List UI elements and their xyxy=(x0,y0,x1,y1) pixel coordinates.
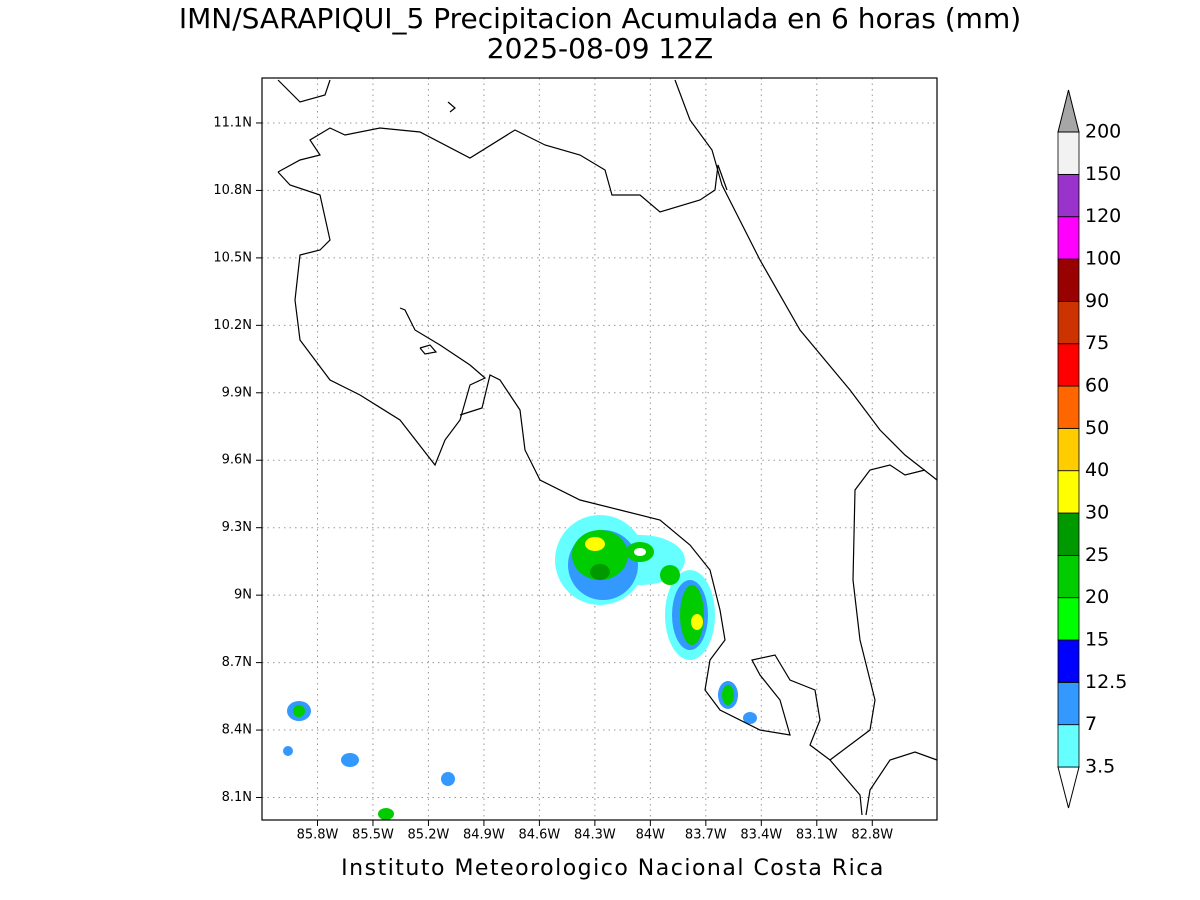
y-tick-label: 10.8N xyxy=(213,183,252,198)
y-tick-label: 10.2N xyxy=(213,318,252,333)
colorbar-bin xyxy=(1057,385,1080,429)
x-tick-label: 83.1W xyxy=(796,828,838,843)
subtitle: 2025-08-09 12Z xyxy=(487,32,713,65)
colorbar-bin xyxy=(1057,639,1080,683)
x-tick-label: 85.2W xyxy=(408,828,450,843)
colorbar-label: 3.5 xyxy=(1085,756,1115,778)
x-tick-label: 84.6W xyxy=(518,828,560,843)
colorbar-label: 60 xyxy=(1085,375,1109,397)
colorbar-label: 30 xyxy=(1085,502,1109,524)
colorbar: 3.5 7 12.5 15 20 25 30 40 50 60 75 90 100 120 150 200 xyxy=(1057,89,1127,809)
y-tick-label: 11.1N xyxy=(213,115,252,130)
colorbar-bin xyxy=(1057,131,1080,175)
colorbar-label: 50 xyxy=(1085,417,1109,439)
colorbar-over xyxy=(1057,89,1080,133)
colorbar-bin xyxy=(1057,470,1080,514)
x-tick-label: 84.9W xyxy=(463,828,505,843)
colorbar-label: 75 xyxy=(1085,332,1109,354)
colorbar-bin xyxy=(1057,300,1080,345)
colorbar-bin xyxy=(1057,173,1080,218)
y-tick-label: 8.4N xyxy=(222,723,252,738)
colorbar-label: 150 xyxy=(1085,163,1121,185)
colorbar-label: 90 xyxy=(1085,290,1109,312)
colorbar-bin xyxy=(1057,427,1080,472)
colorbar-bin xyxy=(1057,258,1080,302)
colorbar-label: 20 xyxy=(1085,586,1109,608)
colorbar-label: 15 xyxy=(1085,629,1109,651)
x-tick-label: 84.3W xyxy=(574,828,616,843)
colorbar-bin xyxy=(1057,216,1080,260)
grid xyxy=(262,78,937,820)
colorbar-label: 25 xyxy=(1085,544,1109,566)
precipitation-fields xyxy=(283,515,757,820)
y-tick-label: 8.1N xyxy=(222,790,252,805)
x-tick-label: 84W xyxy=(636,828,666,843)
x-tick-label: 83.4W xyxy=(740,828,782,843)
x-tick-label: 85.8W xyxy=(297,828,339,843)
colorbar-bin xyxy=(1057,597,1080,641)
y-tick-label: 9N xyxy=(234,588,252,603)
colorbar-bin xyxy=(1057,681,1080,726)
footer: Instituto Meteorologico Nacional Costa R… xyxy=(341,856,885,881)
colorbar-bin xyxy=(1057,343,1080,387)
colorbar-bin xyxy=(1057,512,1080,556)
colorbar-bin xyxy=(1057,724,1080,768)
colorbar-label: 100 xyxy=(1085,248,1121,270)
colorbar-label: 12.5 xyxy=(1085,671,1127,693)
y-tick-label: 9.3N xyxy=(222,520,252,535)
x-tick-label: 82.8W xyxy=(851,828,893,843)
colorbar-bin xyxy=(1057,554,1080,599)
y-tick-label: 8.7N xyxy=(222,655,252,670)
y-tick-label: 10.5N xyxy=(213,250,252,265)
x-tick-label: 85.5W xyxy=(352,828,394,843)
title: IMN/SARAPIQUI_5 Precipitacion Acumulada … xyxy=(179,2,1021,35)
colorbar-label: 7 xyxy=(1085,713,1097,735)
coastlines xyxy=(277,79,938,816)
colorbar-label: 120 xyxy=(1085,205,1121,227)
colorbar-label: 40 xyxy=(1085,459,1109,481)
y-tick-label: 9.6N xyxy=(222,453,252,468)
y-tick-label: 9.9N xyxy=(222,385,252,400)
colorbar-label: 200 xyxy=(1085,121,1121,143)
map-frame xyxy=(261,77,938,821)
colorbar-under xyxy=(1057,766,1080,809)
x-tick-label: 83.7W xyxy=(685,828,727,843)
